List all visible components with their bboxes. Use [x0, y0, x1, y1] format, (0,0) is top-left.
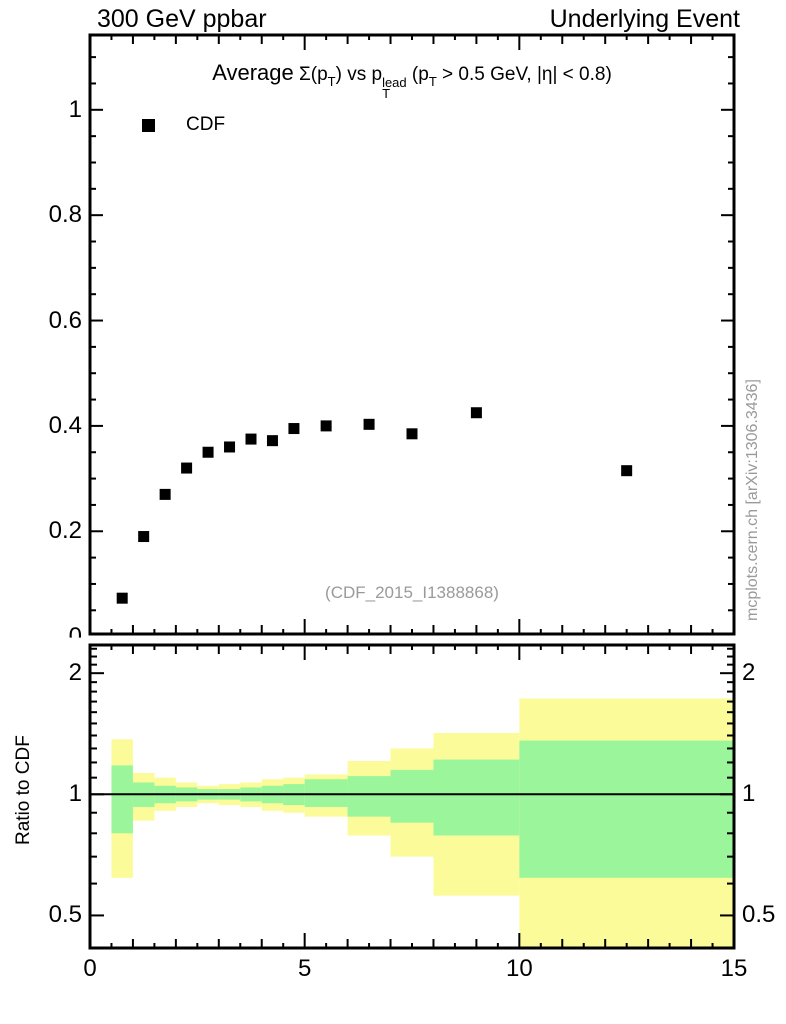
legend-square-marker-icon: [142, 118, 155, 132]
ratio-x-tick-label: 0: [83, 955, 97, 982]
title-sup-sub-stack: lead T: [382, 75, 407, 101]
title-segment: > 0.5 GeV, |η| < 0.8): [436, 64, 612, 85]
ratio-y-tick-label-left: 0.5: [48, 901, 82, 929]
ratio-x-tick-label: 10: [505, 955, 533, 982]
ratio-band-inner: [519, 740, 734, 878]
ratio-band-inner: [433, 759, 520, 836]
header-beam-energy: 300 GeV ppbar: [97, 5, 267, 33]
ratio-band-inner: [304, 779, 348, 807]
ratio-y-tick-label-left: 1: [68, 780, 82, 808]
main-y-tick-label: 1: [68, 95, 82, 123]
ratio-y-tick-label-right: 1: [742, 780, 756, 808]
title-segment: (p: [406, 64, 429, 85]
data-point-marker: [470, 407, 482, 419]
ratio-band-inner: [347, 776, 391, 817]
data-point-marker: [116, 592, 128, 604]
title-segment: T: [327, 74, 336, 89]
data-point-marker: [224, 441, 236, 453]
plot-title: Average Σ(pT) vs p lead T (pT > 0.5 GeV, |…: [90, 60, 734, 101]
ratio-y-tick-label-right: 2: [742, 659, 756, 687]
data-point-marker: [288, 423, 300, 435]
main-y-tick-label: 0.4: [48, 411, 82, 439]
data-point-marker: [245, 433, 257, 445]
data-point-marker: [202, 446, 214, 458]
ratio-x-tick-label: 15: [720, 955, 748, 982]
data-point-marker: [181, 462, 193, 474]
ratio-y-tick-label-right: 0.5: [742, 901, 776, 929]
main-y-tick-label: 0.2: [48, 517, 82, 545]
title-segment: Average: [212, 60, 294, 85]
ratio-band-inner: [390, 769, 434, 823]
watermark-analysis-id: (CDF_2015_I1388868): [325, 583, 499, 602]
data-point-marker: [621, 465, 633, 477]
main-y-tick-label: 0.8: [48, 201, 82, 229]
data-point-marker: [406, 428, 418, 440]
header-analysis-type: Underlying Event: [549, 5, 740, 33]
side-note-vertical: mcplots.cern.ch [arXiv:1306.3436]: [744, 379, 761, 621]
title-segment: T: [428, 74, 437, 89]
title-segment: ) vs p: [335, 64, 383, 85]
ratio-y-tick-label-left: 2: [68, 659, 82, 687]
legend-entry-label: CDF: [186, 114, 226, 135]
data-point-marker: [159, 488, 171, 500]
title-segment: Σ(p: [293, 64, 328, 85]
data-point-marker: [320, 420, 332, 432]
ratio-band-inner: [111, 765, 133, 834]
ratio-x-tick-label: 5: [297, 955, 312, 982]
data-point-marker: [363, 418, 375, 430]
main-y-tick-label: 0: [68, 622, 82, 650]
main-y-tick-label: 0.6: [48, 306, 82, 334]
data-point-marker: [138, 531, 150, 543]
data-point-marker: [266, 435, 278, 447]
legend: CDF: [142, 114, 225, 136]
